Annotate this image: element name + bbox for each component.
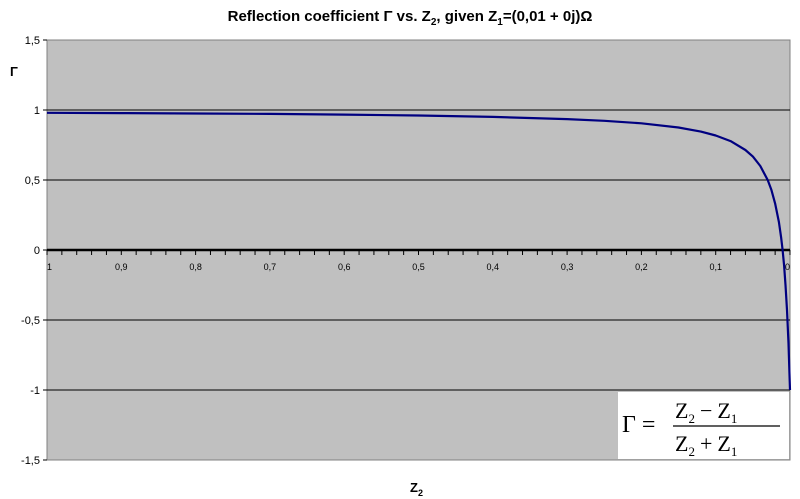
- y-axis-label: Γ: [10, 64, 18, 79]
- title-sub-2: 1: [497, 17, 503, 28]
- x-tick-label: 0,6: [338, 262, 351, 272]
- y-tick-label: 1: [34, 105, 40, 117]
- y-tick-label: 1,5: [25, 35, 40, 47]
- x-tick-label: 0,9: [115, 262, 128, 272]
- x-tick-label: 0,2: [635, 262, 648, 272]
- series-line: [46, 111, 792, 391]
- reflection-formula: Γ = Z2− Z1 Z2 + Z1: [618, 392, 789, 459]
- den-b: Z: [717, 431, 730, 456]
- title-sub-1: 2: [431, 17, 437, 28]
- x-tick-label: 0: [785, 262, 790, 272]
- gridlines: [47, 109, 790, 391]
- x-axis: 1 0,9 0,8 0,7 0,6 0,5 0,4 0,3 0,2 0,1 0: [46, 248, 791, 272]
- num-a-sub: 2: [688, 411, 695, 426]
- den-a-sub: 2: [688, 444, 695, 459]
- x-axis-label: Z2: [410, 480, 423, 498]
- y-tick-label: 0,5: [25, 175, 40, 187]
- formula-denominator: Z2 + Z1: [675, 431, 737, 459]
- num-op: −: [700, 398, 712, 423]
- x-tick-label: 0,3: [561, 262, 574, 272]
- num-b-sub: 1: [731, 411, 738, 426]
- x-tick-label: 0,1: [709, 262, 722, 272]
- den-b-sub: 1: [731, 444, 738, 459]
- y-tick-label: -0,5: [21, 315, 40, 327]
- y-tick-label: -1: [30, 385, 40, 397]
- x-tick-label: 0,7: [264, 262, 277, 272]
- series-layer: [46, 111, 792, 391]
- formula-numerator: Z2− Z1: [675, 398, 737, 426]
- title-middle: , given Z: [436, 8, 497, 25]
- den-a: Z: [675, 431, 688, 456]
- formula-lhs: Γ =: [622, 412, 655, 438]
- x-tick-label: 0,4: [487, 262, 500, 272]
- x-axis-label-sub: 2: [418, 488, 423, 498]
- num-a: Z: [675, 398, 688, 423]
- num-b: Z: [717, 398, 730, 423]
- den-op: +: [700, 431, 712, 456]
- x-tick-label: 0,8: [189, 262, 202, 272]
- title-suffix: =(0,01 + 0j)Ω: [503, 8, 593, 25]
- x-tick-label: 0,5: [412, 262, 425, 272]
- chart-title: Reflection coefficient Γ vs. Z2, given Z…: [228, 8, 593, 28]
- x-tick-label: 1: [47, 262, 52, 272]
- title-prefix: Reflection coefficient Γ vs. Z: [228, 8, 431, 25]
- x-axis-label-main: Z: [410, 480, 418, 495]
- y-tick-label: 0: [34, 245, 40, 257]
- y-tick-label: -1,5: [21, 455, 40, 467]
- y-tick-labels: 1,5 1 0,5 0 -0,5 -1 -1,5: [21, 35, 47, 467]
